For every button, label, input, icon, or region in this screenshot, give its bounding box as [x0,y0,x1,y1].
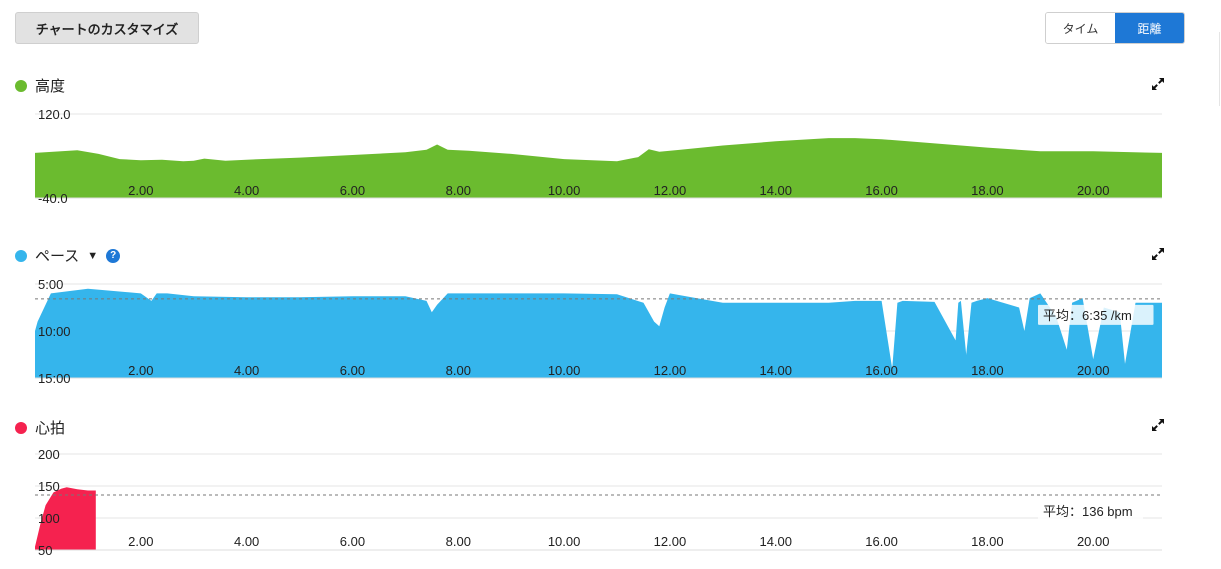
pace-x-tick-label: 8.00 [446,363,471,378]
elevation-chart: 120.0 -40.0 2.00 4.00 6.00 8.00 10.00 12.00 14.0… [35,107,1162,206]
heart-x-tick-label: 2.00 [128,534,153,549]
pace-x-tick-label: 12.00 [654,363,687,378]
pace-x-tick-label: 16.00 [865,363,898,378]
pace-area [35,288,1162,378]
pace-x-tick-label: 10.00 [548,363,581,378]
elevation-x-tick-label: 8.00 [446,183,471,198]
heart-x-tick-label: 18.00 [971,534,1004,549]
triangle-down-icon[interactable]: ▼ [87,249,99,262]
elevation-x-tick-label: 4.00 [234,183,259,198]
pace-chart: 平均：6:35 /km 5:00 10:00 15:00 2.00 4.00 6.00 8.0… [35,277,1162,386]
heart-y-tick-label: 50 [38,543,52,558]
heart-x-tick-label: 16.00 [865,534,898,549]
pace-x-tick-label: 14.00 [759,363,792,378]
heart-y-tick-label: 150 [38,479,60,494]
customize-chart-button[interactable]: チャートのカスタマイズ [15,12,199,44]
heart-x-tick-label: 10.00 [548,534,581,549]
pace-title-label: ペース [35,248,80,265]
elevation-legend-dot [15,79,27,92]
heart-chart: 平均：136 bpm 200 150 100 50 2.00 4.00 6.00 8.00 10.… [35,447,1162,558]
heart-legend-dot [15,421,27,434]
heart-x-tick-label: 14.00 [759,534,792,549]
elevation-x-tick-label: 10.00 [548,183,581,198]
heart-y-tick-label: 200 [38,447,60,462]
heart-x-tick-label: 12.00 [654,534,687,549]
elevation-x-tick-label: 14.00 [759,183,792,198]
heart-x-tick-label: 8.00 [446,534,471,549]
pace-y-tick-label: 5:00 [38,277,63,292]
pace-y-tick-label: 10:00 [38,324,71,339]
elevation-y-tick-label: 120.0 [38,107,71,122]
heart-x-tick-label: 20.00 [1077,534,1110,549]
elevation-y-tick-label: -40.0 [38,191,68,206]
elevation-x-tick-label: 12.00 [654,183,687,198]
expand-icon[interactable] [1150,417,1166,433]
heart-avg-label: 平均：136 bpm [1043,504,1133,519]
pace-legend-dot [15,249,27,262]
pace-x-tick-label: 4.00 [234,363,259,378]
toggle-distance-button[interactable]: 距離 [1115,13,1184,43]
pace-x-tick-label: 18.00 [971,363,1004,378]
pace-avg-label-bg [1038,304,1154,325]
elevation-x-tick-label: 20.00 [1077,183,1110,198]
expand-icon[interactable] [1150,246,1166,262]
pace-x-tick-label: 6.00 [340,363,365,378]
heart-title-label: 心拍 [35,420,66,437]
heart-title: 心拍 [15,417,65,438]
elevation-title: 高度 [15,75,65,96]
heart-x-tick-label: 6.00 [340,534,365,549]
expand-icon[interactable] [1150,76,1166,92]
heart-area [35,487,96,550]
elevation-x-tick-label: 6.00 [340,183,365,198]
elevation-x-tick-label: 18.00 [971,183,1004,198]
elevation-x-tick-label: 2.00 [128,183,153,198]
time-distance-toggle[interactable]: タイム 距離 [1045,12,1185,44]
pace-title: ペース ▼ ? [15,245,121,266]
heart-x-tick-label: 4.00 [234,534,259,549]
pace-avg-label: 平均：6:35 /km [1043,308,1132,323]
pace-y-tick-label: 15:00 [38,371,71,386]
elevation-title-label: 高度 [35,78,66,95]
pace-x-tick-label: 2.00 [128,363,153,378]
scrollbar-track [1219,32,1220,106]
help-icon[interactable]: ? [106,248,121,263]
heart-y-tick-label: 100 [38,511,60,526]
toggle-time-button[interactable]: タイム [1046,13,1115,43]
elevation-area [35,138,1162,198]
elevation-x-tick-label: 16.00 [865,183,898,198]
pace-x-tick-label: 20.00 [1077,363,1110,378]
heart-avg-label-bg [1038,500,1143,521]
